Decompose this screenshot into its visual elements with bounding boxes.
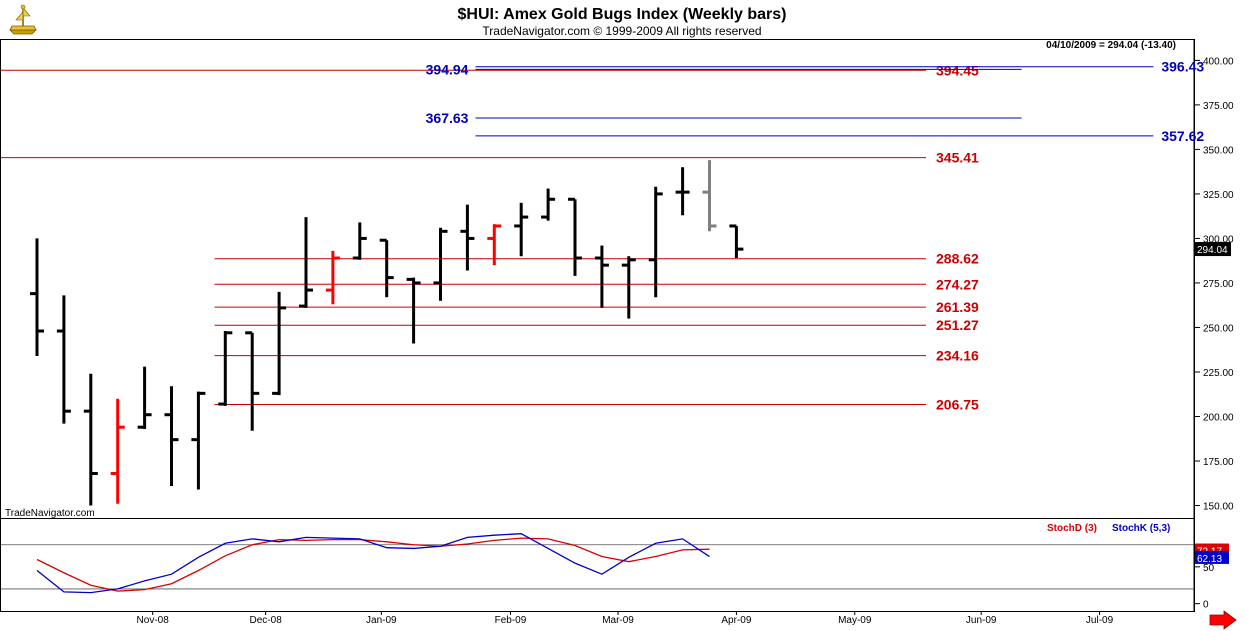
x-tick-label: Jun-09 (966, 615, 997, 626)
stoch-value-label: 62.13 (1197, 554, 1222, 565)
x-tick-label: Dec-08 (250, 615, 283, 626)
ohlc-bar (433, 227, 448, 301)
ohlc-bar (218, 331, 233, 406)
ohlc-bar (406, 277, 421, 344)
current-price-label: 294.04 (1197, 245, 1228, 256)
x-tick-label: Mar-09 (602, 615, 634, 626)
x-tick-label: Feb-09 (495, 615, 527, 626)
ohlc-bar (30, 238, 44, 356)
stochastic-series-line (36, 537, 710, 592)
ohlc-bar (568, 197, 582, 276)
stochastic-panel-frame (0, 518, 1195, 612)
ohlc-bar (460, 204, 475, 271)
ohlc-bar (164, 386, 179, 486)
ohlc-bar (299, 217, 313, 308)
y-tick-label: 400.00 (1203, 56, 1234, 67)
ohlc-bar (325, 250, 340, 305)
ohlc-bar (110, 398, 125, 504)
x-tick-label: May-09 (838, 615, 872, 626)
x-tick-label: Jul-09 (1086, 615, 1114, 626)
y-tick-label: 150.00 (1203, 502, 1234, 513)
ohlc-bar (191, 391, 206, 490)
x-tick-label: Apr-09 (721, 615, 751, 626)
ohlc-bar (272, 291, 287, 396)
projection-label: 394.94 (426, 61, 469, 77)
ohlc-bar (541, 188, 556, 221)
ohlc-bar (675, 167, 690, 216)
right-arrow-icon[interactable] (1209, 610, 1237, 630)
price-axis: 150.00 175.00 200.00 225.00 250.00 275.00 300.… (1194, 56, 1234, 513)
support-resistance-label: 288.62 (936, 251, 979, 267)
projection-label: 396.43 (1161, 59, 1204, 75)
ohlc-bar (648, 186, 663, 298)
stochastic-series-line (36, 533, 710, 594)
y-tick-label: 225.00 (1203, 368, 1234, 379)
ohlc-bar (621, 256, 636, 319)
chart-title: $HUI: Amex Gold Bugs Index (Weekly bars) (458, 6, 787, 23)
stoch-tick-label: 50 (1203, 563, 1215, 574)
projection-label: 357.62 (1161, 128, 1204, 144)
ohlc-bar (702, 160, 717, 232)
price-panel-frame (0, 39, 1195, 519)
ohlc-bar (729, 224, 744, 259)
support-resistance-label: 345.41 (936, 150, 979, 166)
legend-stochk: StochK (5,3) (1112, 523, 1170, 534)
copyright-text: TradeNavigator.com © 1999-2009 All right… (482, 24, 761, 38)
sextant-logo-icon[interactable] (9, 4, 37, 35)
y-tick-label: 325.00 (1203, 190, 1234, 201)
y-tick-label: 175.00 (1203, 457, 1234, 468)
ohlc-bar (514, 202, 529, 257)
ohlc-bar (137, 366, 152, 429)
y-tick-label: 350.00 (1203, 145, 1234, 156)
y-tick-label: 250.00 (1203, 323, 1234, 334)
support-resistance-label: 261.39 (936, 299, 979, 315)
y-tick-label: 200.00 (1203, 413, 1234, 424)
x-tick-label: Jan-09 (366, 615, 397, 626)
stoch-tick-label: 0 (1203, 600, 1209, 611)
support-resistance-label: 274.27 (936, 276, 979, 292)
projection-label: 367.63 (426, 110, 469, 126)
stoch-value-tag (1195, 550, 1229, 564)
ohlc-bar (83, 373, 98, 506)
last-bar-readout: 04/10/2009 = 294.04 (-13.40) (1046, 40, 1176, 51)
ohlc-bar (245, 331, 260, 431)
y-tick-label: 300.00 (1203, 234, 1234, 245)
ohlc-bar (56, 295, 71, 424)
ohlc-bars (30, 160, 744, 506)
y-tick-label: 275.00 (1203, 279, 1234, 290)
support-resistance-label: 234.16 (936, 348, 979, 364)
ohlc-bar (594, 245, 609, 308)
watermark: TradeNavigator.com (5, 508, 95, 519)
support-resistance-label: 251.27 (936, 317, 979, 333)
time-axis: Nov-08 Dec-08 Jan-09 Feb-09 Mar-09 Apr-09 May-… (137, 611, 1114, 626)
support-resistance-label: 394.45 (936, 62, 979, 78)
support-resistance-label: 206.75 (936, 396, 979, 412)
projection-lines: 394.94 396.43 367.63 357.62 (426, 59, 1205, 144)
ohlc-bar (379, 238, 394, 298)
stochastic-indicator: 05072.1762.13 (1, 533, 1229, 611)
x-tick-label: Nov-08 (137, 615, 170, 626)
y-tick-label: 375.00 (1203, 101, 1234, 112)
legend-stochd: StochD (3) (1047, 523, 1097, 534)
ohlc-bar (487, 224, 502, 266)
ohlc-bar (352, 222, 367, 260)
current-price-tag (1195, 242, 1231, 257)
